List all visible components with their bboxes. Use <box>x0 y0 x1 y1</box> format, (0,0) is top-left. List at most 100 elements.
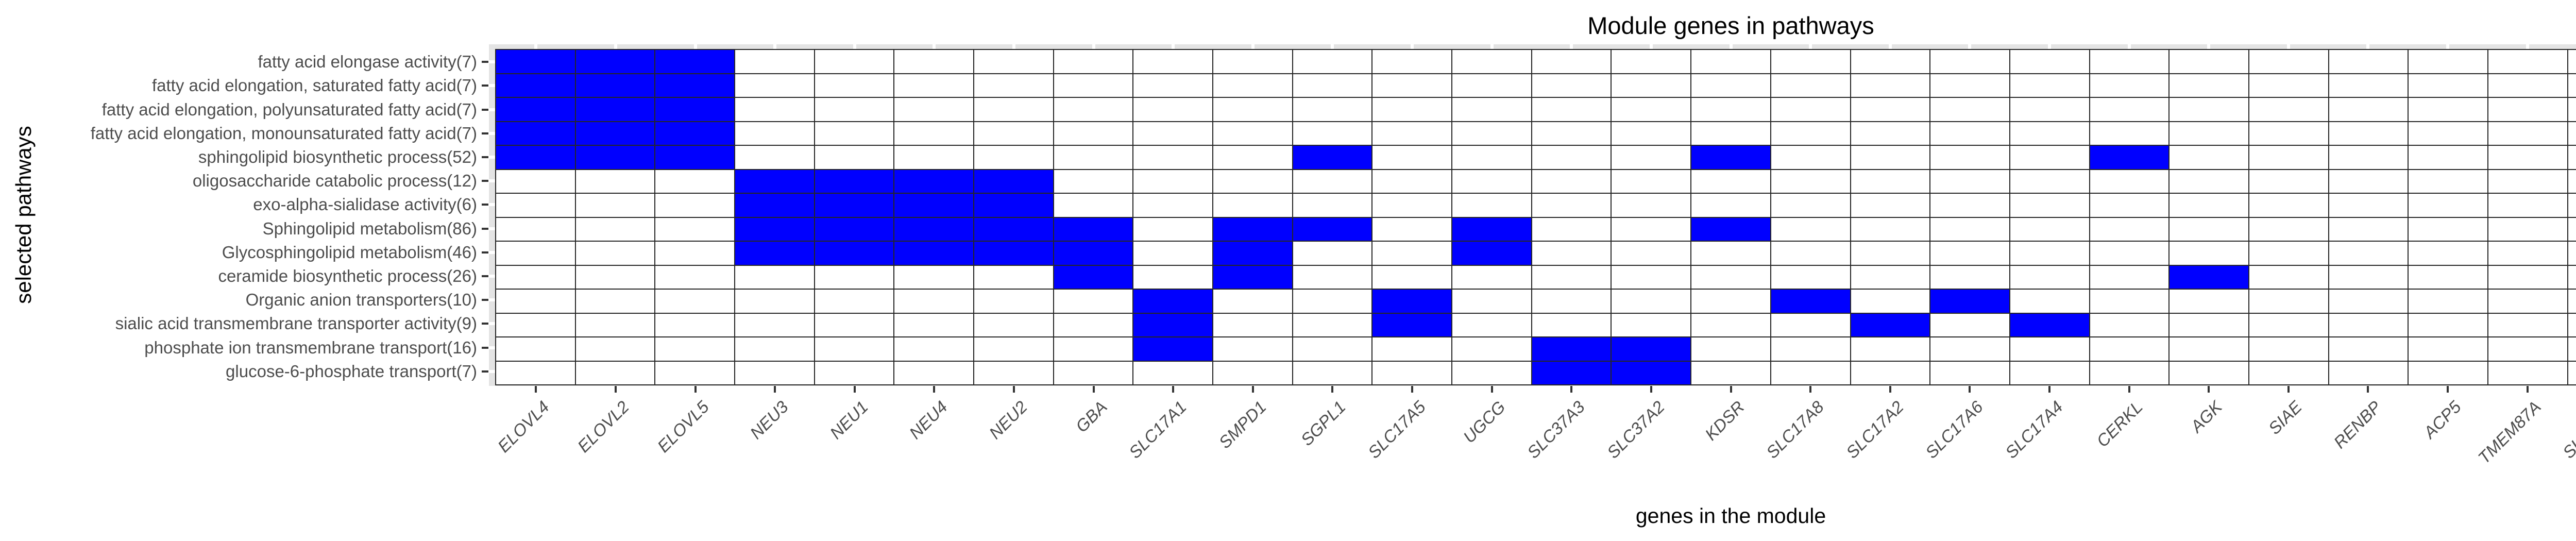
heatmap-cell <box>1213 242 1292 265</box>
heatmap-cell <box>1851 122 1930 145</box>
heatmap-cell <box>496 194 575 217</box>
heatmap-cell <box>735 313 814 336</box>
heatmap-cell <box>735 170 814 193</box>
heatmap-cell <box>1133 98 1213 121</box>
heatmap-cell <box>2409 146 2487 169</box>
heatmap-cell <box>655 74 735 97</box>
x-tick-mark <box>1730 386 1732 393</box>
heatmap-cell <box>815 361 894 384</box>
heatmap-cell <box>1372 50 1452 73</box>
heatmap-cell <box>2488 290 2567 313</box>
heatmap-cell <box>655 361 735 384</box>
heatmap-cell <box>1691 98 1770 121</box>
heatmap-cell <box>1133 122 1213 145</box>
heatmap-cell <box>1930 361 2009 384</box>
heatmap-cell <box>575 170 655 193</box>
heatmap-cell <box>1930 242 2009 265</box>
y-axis-title: selected pathways <box>11 126 36 304</box>
heatmap-cell <box>1612 170 1691 193</box>
heatmap-cell <box>2568 361 2576 384</box>
heatmap-cell <box>2488 337 2567 361</box>
heatmap-cell <box>1452 361 1531 384</box>
heatmap-cell <box>575 98 655 121</box>
heatmap-cell <box>815 242 894 265</box>
heatmap-cell <box>2568 146 2576 169</box>
heatmap-cell <box>655 265 735 289</box>
heatmap-cell <box>2249 265 2328 289</box>
heatmap-cell <box>894 265 974 289</box>
heatmap-cell <box>1054 74 1133 97</box>
heatmap-cell <box>1372 122 1452 145</box>
heatmap-cell <box>655 146 735 169</box>
heatmap-cell <box>1133 194 1213 217</box>
heatmap-cell <box>894 98 974 121</box>
heatmap-cell <box>1372 242 1452 265</box>
heatmap-cell <box>974 50 1053 73</box>
heatmap-cell <box>2329 170 2408 193</box>
heatmap-cell <box>1213 74 1292 97</box>
heatmap-cell <box>2170 50 2248 73</box>
heatmap-cell <box>2488 217 2567 241</box>
heatmap-cell <box>2409 98 2487 121</box>
heatmap-cell <box>974 313 1053 336</box>
heatmap-cell <box>2409 170 2487 193</box>
heatmap-cell <box>1133 74 1213 97</box>
heatmap-cell <box>1452 74 1531 97</box>
heatmap-cell <box>2409 50 2487 73</box>
heatmap-cell <box>1851 242 1930 265</box>
heatmap-cell <box>735 361 814 384</box>
heatmap-cell <box>1691 146 1770 169</box>
heatmap-cell <box>2409 313 2487 336</box>
heatmap-grid <box>495 49 2576 385</box>
heatmap-cell <box>974 337 1053 361</box>
heatmap-cell <box>1691 337 1770 361</box>
y-tick-mark <box>482 84 488 87</box>
heatmap-cell <box>1293 170 1372 193</box>
heatmap-cell <box>974 74 1053 97</box>
heatmap-cell <box>2568 194 2576 217</box>
heatmap-cell <box>1293 337 1372 361</box>
heatmap-cell <box>894 74 974 97</box>
heatmap-cell <box>1930 146 2009 169</box>
y-tick-mark <box>482 156 488 158</box>
heatmap-cell <box>1612 122 1691 145</box>
heatmap-cell <box>974 194 1053 217</box>
heatmap-cell <box>2488 361 2567 384</box>
y-tick-mark <box>482 204 488 206</box>
heatmap-cell <box>1213 337 1292 361</box>
y-tick-label: oligosaccharide catabolic process(12) <box>192 171 477 191</box>
heatmap-cell <box>974 98 1053 121</box>
heatmap-cell <box>2329 290 2408 313</box>
y-tick-mark <box>482 323 488 325</box>
heatmap-cell <box>1612 290 1691 313</box>
heatmap-cell <box>1691 265 1770 289</box>
heatmap-cell <box>894 194 974 217</box>
heatmap-cell <box>1133 361 1213 384</box>
heatmap-cell <box>1372 265 1452 289</box>
heatmap-cell <box>1213 50 1292 73</box>
heatmap-cell <box>735 290 814 313</box>
x-tick-mark <box>1331 386 1334 393</box>
heatmap-cell <box>1532 361 1611 384</box>
heatmap-cell <box>2090 361 2169 384</box>
heatmap-cell <box>1133 337 1213 361</box>
x-tick-mark <box>2208 386 2210 393</box>
x-tick-mark <box>1012 386 1015 393</box>
x-tick-mark <box>535 386 537 393</box>
heatmap-cell <box>974 361 1053 384</box>
heatmap-cell <box>655 170 735 193</box>
heatmap-cell <box>1293 146 1372 169</box>
heatmap-cell <box>2249 194 2328 217</box>
heatmap-cell <box>2010 170 2089 193</box>
heatmap-cell <box>2488 146 2567 169</box>
heatmap-cell <box>1293 265 1372 289</box>
heatmap-cell <box>1851 170 1930 193</box>
heatmap-cell <box>1532 170 1611 193</box>
heatmap-cell <box>1213 265 1292 289</box>
heatmap-cell <box>1054 122 1133 145</box>
heatmap-cell <box>2090 313 2169 336</box>
heatmap-cell <box>2409 361 2487 384</box>
heatmap-cell <box>655 290 735 313</box>
heatmap-cell <box>1054 361 1133 384</box>
x-tick-mark <box>614 386 617 393</box>
